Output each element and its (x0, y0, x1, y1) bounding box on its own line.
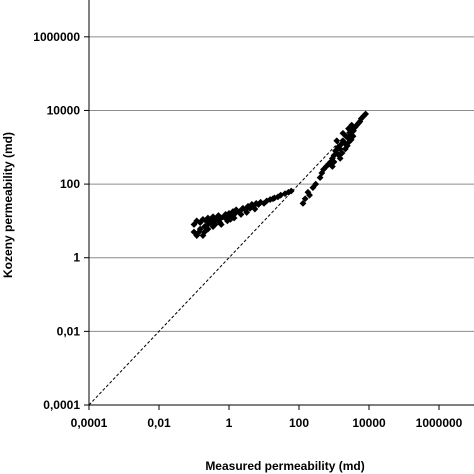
data-point (195, 228, 203, 236)
data-point (255, 201, 262, 208)
data-point (287, 187, 295, 195)
data-point (217, 221, 225, 228)
x-tick-labels: 0,0001 0,01 1 100 10000 1000000 (71, 416, 463, 430)
data-point (360, 112, 367, 120)
data-point (202, 217, 210, 225)
data-point (232, 206, 240, 214)
data-point (330, 158, 338, 166)
data-point (349, 132, 357, 140)
data-point (345, 138, 353, 146)
data-point (357, 115, 365, 123)
data-point (309, 184, 317, 192)
data-point (190, 228, 198, 236)
y-tick-label: 0,01 (57, 324, 81, 338)
data-point (353, 121, 361, 129)
data-point (338, 149, 346, 157)
data-point (301, 195, 309, 203)
data-point (306, 191, 313, 199)
data-point (325, 160, 332, 168)
one-to-one-line (88, 113, 366, 406)
data-point (362, 110, 370, 118)
x-tick-label: 0,01 (147, 416, 171, 430)
data-point (257, 198, 265, 206)
data-points (190, 110, 370, 239)
y-tick-label: 10000 (47, 103, 81, 117)
data-point (312, 180, 320, 188)
data-point (260, 199, 268, 207)
data-point (318, 169, 326, 177)
data-point (342, 132, 350, 140)
y-tick-label: 0,0001 (43, 398, 80, 412)
data-point (252, 199, 260, 207)
y-tick-labels: 0,0001 0,01 1 100 10000 1000000 (33, 30, 80, 412)
y-tick-label: 1 (73, 251, 80, 265)
data-point (204, 214, 212, 222)
reference-line (88, 113, 366, 406)
data-point (209, 223, 217, 231)
data-point (328, 163, 336, 170)
data-point (230, 214, 238, 222)
data-point (348, 121, 356, 129)
data-point (215, 215, 222, 223)
data-point (209, 213, 217, 221)
x-tick-label: 100 (289, 416, 309, 430)
x-tick-label: 10000 (352, 416, 386, 430)
data-point (243, 209, 251, 216)
data-point (322, 163, 330, 170)
x-tick-label: 1 (226, 416, 233, 430)
data-point (263, 197, 271, 205)
data-point (339, 129, 347, 137)
data-point (211, 221, 219, 228)
data-point (231, 209, 239, 217)
x-tick-label: 1000000 (416, 416, 463, 430)
y-axis-label: Kozeny permeability (md) (1, 132, 15, 278)
data-point (217, 214, 225, 222)
x-tick-label: 0,0001 (71, 416, 108, 430)
data-point (211, 217, 219, 225)
data-point (223, 217, 231, 225)
y-tick-label: 100 (60, 177, 80, 191)
data-point (193, 217, 201, 225)
data-point (330, 152, 338, 159)
data-point (246, 204, 254, 212)
axes (84, 0, 474, 410)
grid-lines (89, 36, 474, 332)
data-point (215, 212, 222, 219)
data-point (333, 137, 341, 145)
y-tick-label: 1000000 (33, 30, 80, 44)
data-point (204, 225, 212, 233)
data-point (350, 127, 357, 135)
data-point (237, 211, 245, 218)
data-point (251, 205, 259, 213)
x-axis-label: Measured permeability (md) (205, 459, 364, 473)
data-point (336, 154, 344, 162)
data-point (250, 202, 257, 210)
